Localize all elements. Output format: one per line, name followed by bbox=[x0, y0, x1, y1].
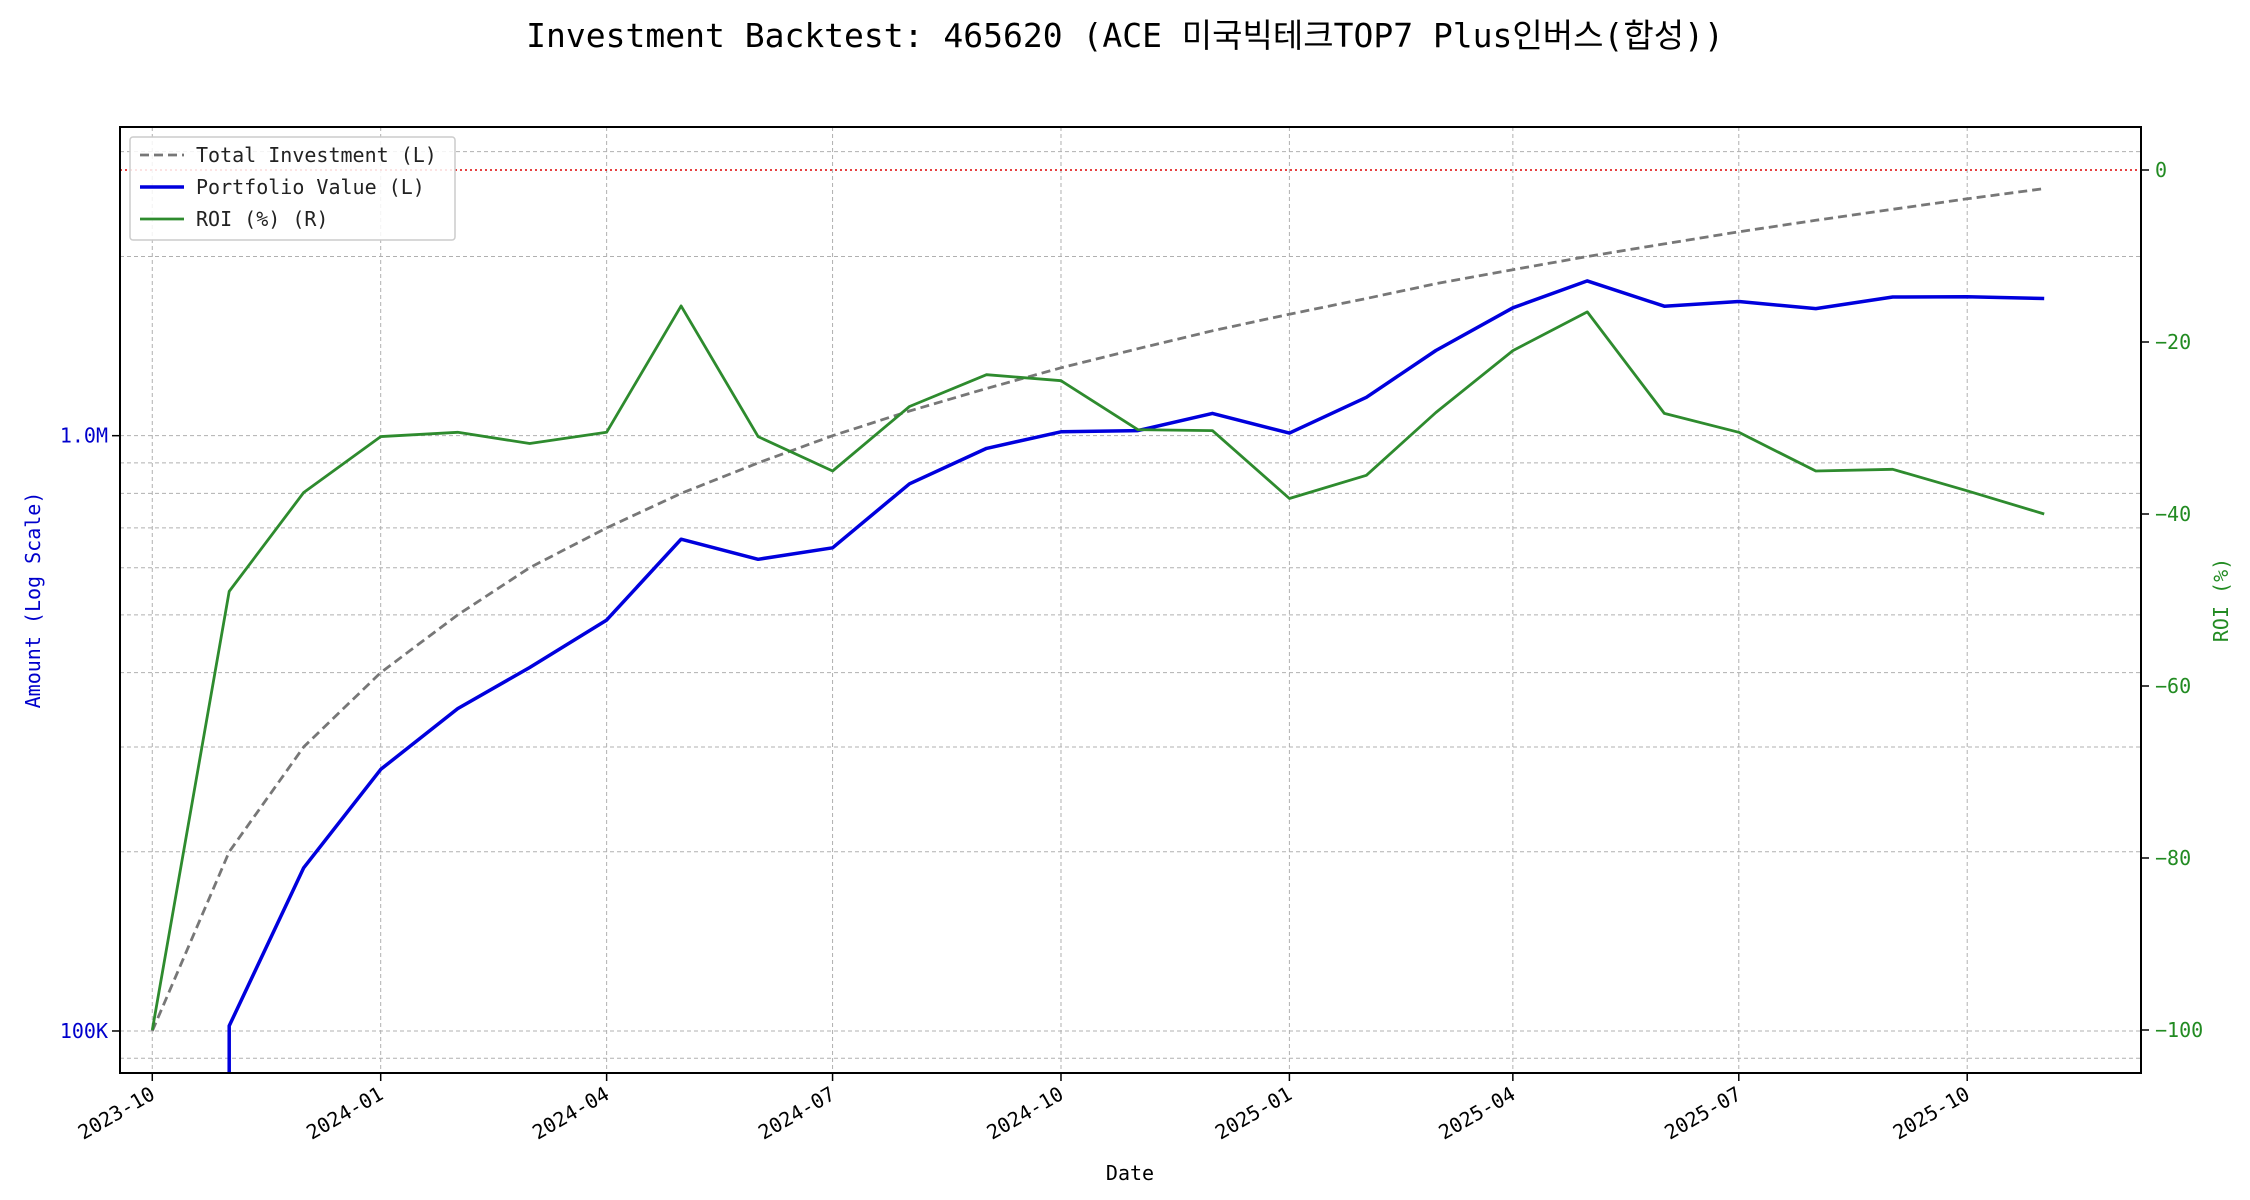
x-tick-label-0: 2023-10 bbox=[74, 1082, 159, 1145]
x-tick-label-6: 2025-04 bbox=[1434, 1082, 1519, 1145]
x-tick-label-1: 2024-01 bbox=[302, 1082, 387, 1145]
x-tick-label-8: 2025-10 bbox=[1889, 1082, 1974, 1145]
chart-title: Investment Backtest: 465620 (ACE 미국빅테크TO… bbox=[526, 16, 1724, 55]
legend: Total Investment (L) Portfolio Value (L) R… bbox=[129, 136, 456, 241]
x-axis-label: Date bbox=[1106, 1161, 1154, 1185]
portfolio-value-line bbox=[227, 279, 2045, 1073]
right-axis-ticks: 0 −20 −40 −60 −80 −100 bbox=[2141, 158, 2203, 1042]
grid bbox=[120, 127, 2141, 1073]
x-tick-label-2: 2024-04 bbox=[528, 1082, 613, 1145]
left-axis-ticks: 100K 1.0M bbox=[60, 424, 120, 1043]
x-tick-label-4: 2024-10 bbox=[982, 1082, 1067, 1145]
legend-total-investment-label: Total Investment (L) bbox=[196, 143, 437, 167]
left-tick-label-1: 1.0M bbox=[60, 424, 108, 448]
total-investment-line bbox=[151, 187, 2045, 1032]
roi-line bbox=[150, 304, 2045, 1031]
legend-roi-label: ROI (%) (R) bbox=[196, 207, 328, 231]
plot-frame bbox=[119, 126, 2142, 1074]
x-tick-label-7: 2025-07 bbox=[1660, 1082, 1745, 1145]
right-tick-label-5: −100 bbox=[2155, 1018, 2203, 1042]
x-tick-label-3: 2024-07 bbox=[754, 1082, 839, 1145]
right-tick-label-2: −40 bbox=[2155, 502, 2191, 526]
legend-portfolio-value-label: Portfolio Value (L) bbox=[196, 175, 425, 199]
right-tick-label-3: −60 bbox=[2155, 674, 2191, 698]
left-tick-label-0: 100K bbox=[60, 1019, 108, 1043]
x-tick-label-5: 2025-01 bbox=[1211, 1082, 1296, 1145]
left-axis-label: Amount (Log Scale) bbox=[21, 492, 45, 709]
right-axis-label: ROI (%) bbox=[2209, 558, 2233, 642]
right-tick-label-4: −80 bbox=[2155, 846, 2191, 870]
legend-box bbox=[129, 136, 456, 241]
right-tick-label-1: −20 bbox=[2155, 330, 2191, 354]
right-tick-label-0: 0 bbox=[2155, 158, 2167, 182]
x-axis-ticks: 2023-10 2024-01 2024-04 2024-07 2024-10 2025-… bbox=[74, 1073, 1974, 1144]
series-lines bbox=[150, 187, 2045, 1073]
